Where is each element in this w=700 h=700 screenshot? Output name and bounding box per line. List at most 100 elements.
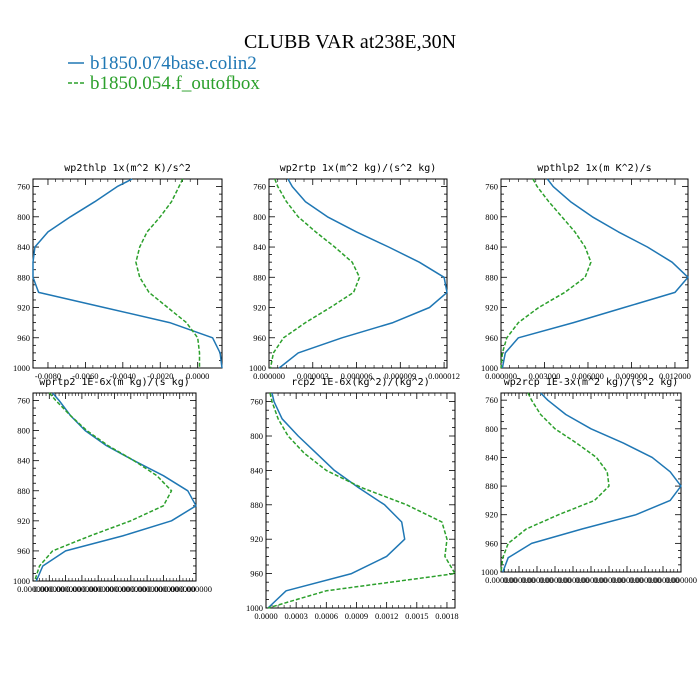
x-tick-label: -0.0020 [147, 371, 173, 381]
y-tick-label: 1000 [481, 363, 498, 373]
x-tick-label: 0.000000 [557, 575, 589, 585]
y-tick-label: 880 [253, 272, 266, 282]
y-tick-label: 840 [485, 242, 498, 252]
y-tick-label: 840 [250, 465, 263, 475]
y-tick-label: 960 [250, 569, 263, 579]
y-tick-label: 840 [17, 242, 30, 252]
y-tick-label: 760 [485, 182, 498, 192]
x-tick-label: 0.000000 [147, 584, 179, 594]
plot-frame-wp2rtp [268, 178, 448, 369]
panel-title-wpthlp2: wpthlp2 1x(m K^2)/s [537, 163, 651, 174]
panel-wp2rtp: wp2rtp 1x(m^2 kg)/(s^2 kg) 760 800 840 880 92… [249, 163, 460, 381]
series-line-base-wprtp2 [35, 392, 197, 582]
y-tick-label: 960 [253, 333, 266, 343]
series-line-base-wp2rtp [278, 178, 448, 369]
panel-rcp2: rcp2 1E-6x(kg^2)/(kg^2) 760 800 840 880 920 96… [246, 377, 459, 621]
x-tick-label: 0.000000 [539, 575, 571, 585]
x-tick-label: -0.0040 [110, 371, 136, 381]
x-tick-label: 0.000000 [82, 584, 114, 594]
y-tick-label: 920 [17, 516, 30, 526]
y-tick-label: 800 [17, 426, 30, 436]
legend-entry-outofbox: b1850.054.f_outofbox [68, 73, 260, 94]
y-tick-label: 760 [17, 182, 30, 192]
panel-wp2thlp: wp2thlp 1x(m^2 K)/s^2 760 800 840 880 920 960 1… [13, 163, 223, 381]
y-tick-label: 800 [253, 212, 266, 222]
x-tick-label: 0.000000 [164, 584, 196, 594]
panel-title-wprtp2: wprtp2 1E-6x(m kg)/(s kg) [39, 377, 190, 388]
panel-wprtp2: wprtp2 1E-6x(m kg)/(s kg) 760 800 840 880 920… [13, 377, 212, 594]
y-tick-label: 1000 [246, 603, 263, 613]
x-tick-label: 0.000000 [485, 575, 517, 585]
figure-title: CLUBB VAR at238E,30N [244, 31, 456, 53]
y-tick-label: 880 [250, 500, 263, 510]
y-tick-label: 760 [17, 396, 30, 406]
panel-wp2rcp: wp2rcp 1E-3x(m^2 kg)/(s^2 kg) 760 800 840 88… [481, 377, 697, 585]
y-tick-label: 800 [17, 212, 30, 222]
panel-title-wp2thlp: wp2thlp 1x(m^2 K)/s^2 [64, 163, 190, 174]
x-tick-label: 0.009000 [616, 371, 648, 381]
legend-label-base: b1850.074base.colin2 [90, 53, 257, 74]
y-tick-label: 800 [250, 431, 263, 441]
x-tick-label: 0.012000 [659, 371, 691, 381]
y-tick-label: 880 [485, 481, 498, 491]
x-tick-label: 0.000000 [485, 371, 517, 381]
x-tick-label: 0.000000 [99, 584, 131, 594]
plot-frame-rcp2 [265, 392, 456, 609]
x-tick-label: 0.0015 [405, 611, 428, 621]
x-tick-label: 0.000000 [17, 584, 49, 594]
x-tick-label: 0.0012 [375, 611, 398, 621]
panel-title-wp2rtp: wp2rtp 1x(m^2 kg)/(s^2 kg) [280, 163, 437, 174]
y-tick-label: 920 [485, 510, 498, 520]
x-tick-label: 0.000000 [521, 575, 553, 585]
x-tick-label: 0.000000 [50, 584, 82, 594]
y-tick-label: 960 [17, 333, 30, 343]
x-tick-label: 0.0006 [315, 611, 338, 621]
panel-title-wp2rcp: wp2rcp 1E-3x(m^2 kg)/(s^2 kg) [504, 377, 679, 388]
y-tick-label: 880 [485, 272, 498, 282]
series-line-outofbox-wp2rcp [500, 392, 610, 573]
x-tick-label: 0.0000 [186, 371, 209, 381]
x-tick-label: 0.0003 [284, 611, 307, 621]
series-line-outofbox-wp2thlp [135, 178, 201, 368]
x-tick-label: 0.000006 [341, 371, 373, 381]
panel-title-rcp2: rcp2 1E-6x(kg^2)/(kg^2) [291, 377, 429, 388]
y-tick-label: 800 [485, 424, 498, 434]
x-tick-label: 0.000000 [629, 575, 661, 585]
plot-frame-wpthlp2 [500, 178, 689, 369]
x-tick-label: 0.000003 [297, 371, 329, 381]
y-tick-label: 1000 [481, 567, 498, 577]
x-tick-label: 0.000000 [66, 584, 98, 594]
series-line-outofbox-rcp2 [267, 392, 456, 609]
x-tick-label: 0.000000 [575, 575, 607, 585]
x-tick-label: 0.000000 [503, 575, 535, 585]
y-tick-label: 960 [485, 333, 498, 343]
y-tick-label: 840 [485, 452, 498, 462]
y-tick-label: 1000 [13, 576, 30, 586]
series-line-outofbox-wprtp2 [33, 392, 173, 582]
y-tick-label: 960 [17, 546, 30, 556]
y-tick-label: 760 [485, 395, 498, 405]
y-tick-label: 880 [17, 272, 30, 282]
series-line-outofbox-wp2rtp [269, 178, 361, 369]
y-tick-label: 760 [250, 397, 263, 407]
x-tick-label: 0.000000 [33, 584, 65, 594]
y-tick-label: 1000 [13, 363, 30, 373]
y-tick-label: 1000 [249, 363, 266, 373]
legend-entry-base: b1850.074base.colin2 [68, 53, 257, 74]
x-tick-label: 0.000000 [131, 584, 163, 594]
series-line-base-rcp2 [267, 392, 406, 609]
y-tick-label: 800 [485, 212, 498, 222]
x-tick-label: 0.000000 [180, 584, 212, 594]
x-tick-label: 0.000000 [611, 575, 643, 585]
y-tick-label: 840 [17, 456, 30, 466]
x-tick-label: 0.000000 [115, 584, 147, 594]
y-tick-label: 920 [17, 303, 30, 313]
y-tick-label: 920 [485, 303, 498, 313]
x-tick-label: 0.000009 [384, 371, 416, 381]
x-tick-label: 0.003000 [529, 371, 561, 381]
series-line-base-wpthlp2 [501, 178, 689, 369]
y-tick-label: 920 [250, 534, 263, 544]
y-tick-label: 840 [253, 242, 266, 252]
